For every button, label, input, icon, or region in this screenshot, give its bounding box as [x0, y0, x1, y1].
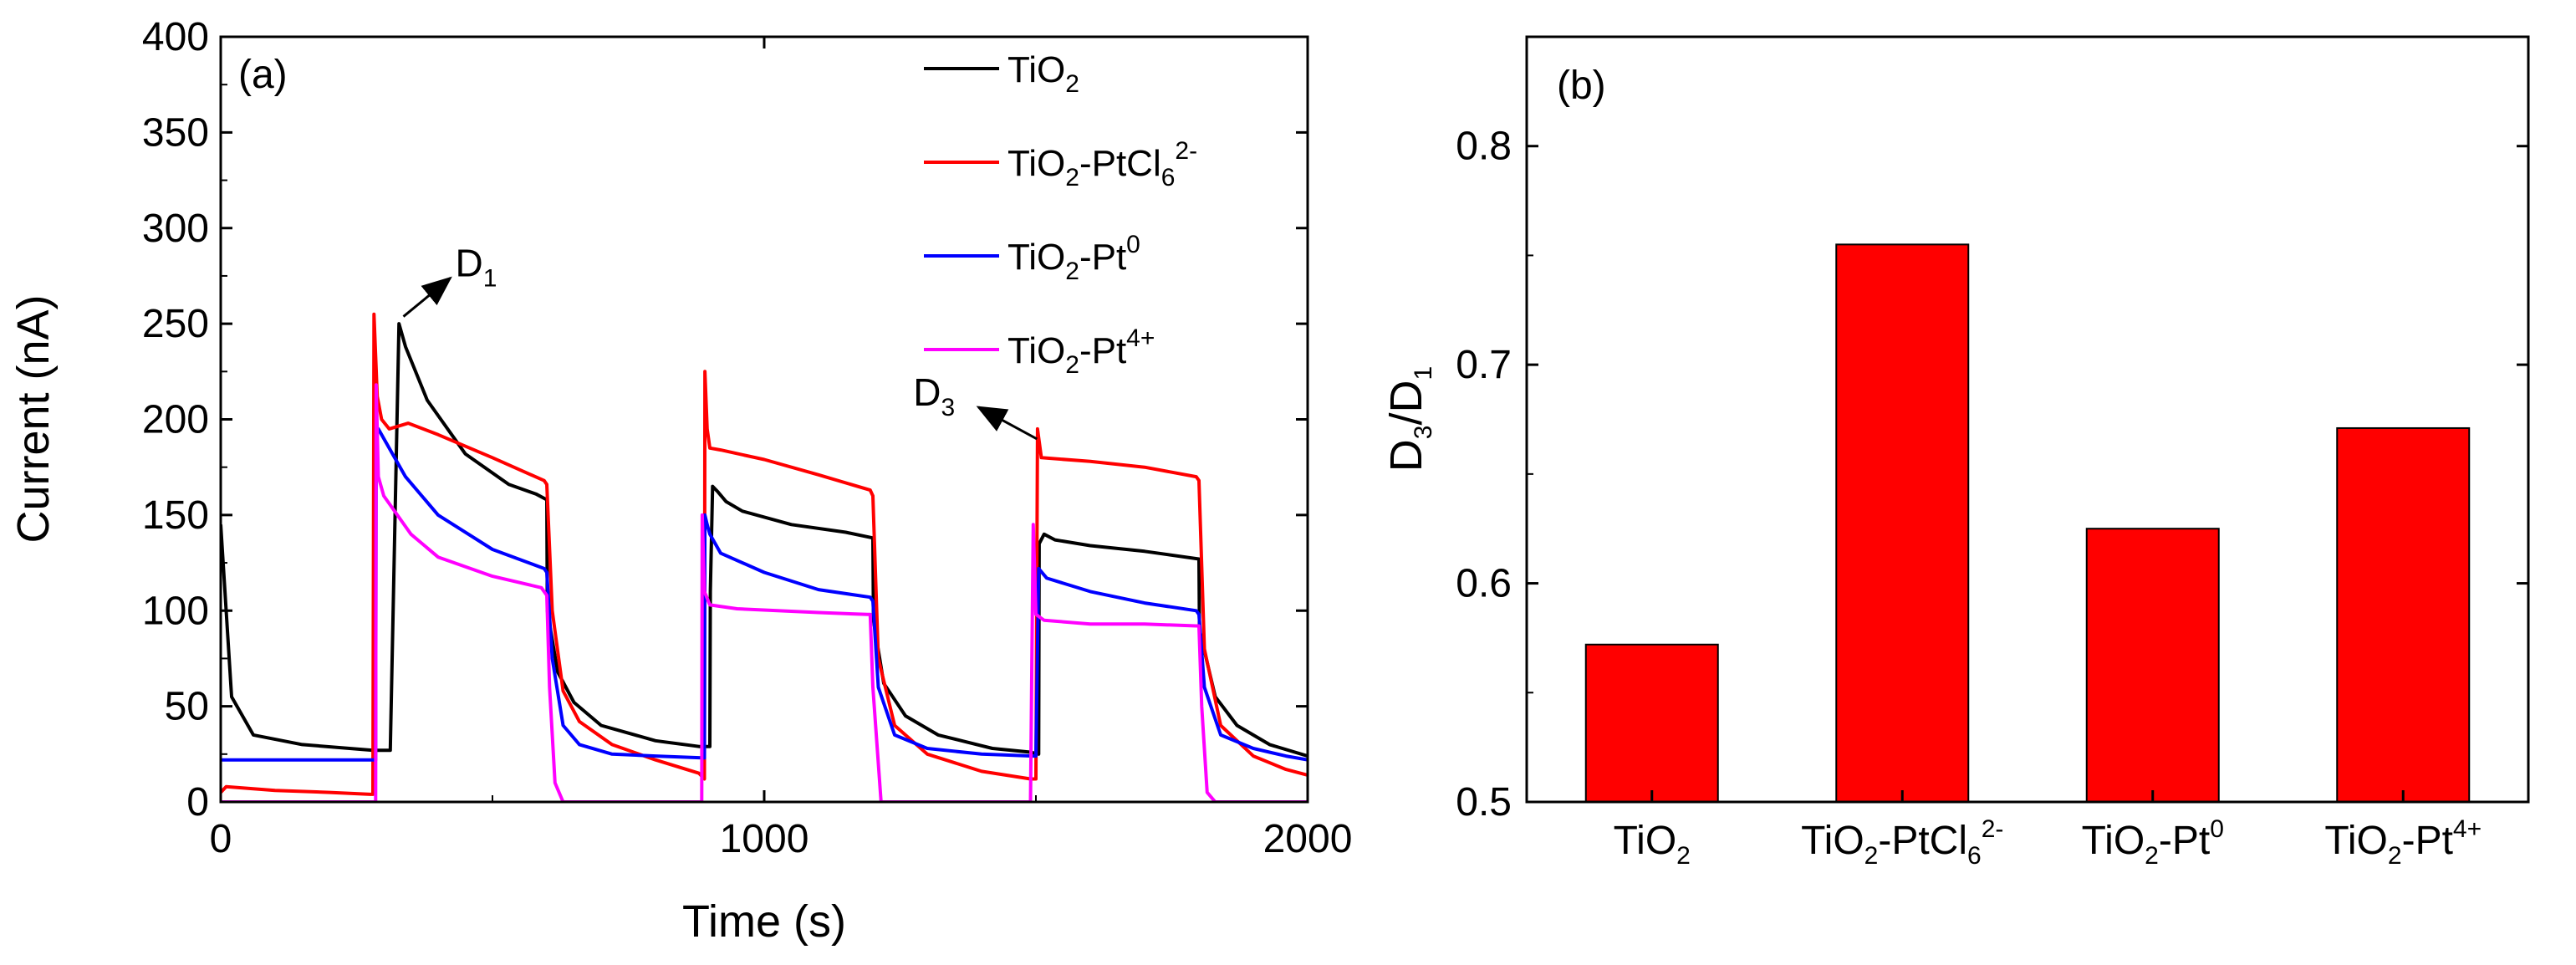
ylabel-main: D	[1381, 439, 1431, 472]
label-main: TiO	[1007, 49, 1065, 90]
annotation-d3: D3	[913, 370, 955, 421]
y-tick-label-a: 350	[142, 110, 209, 155]
label-sub: 2	[1065, 164, 1079, 191]
legend-label: TiO2-Pt4+	[1007, 324, 1155, 379]
series-line-4	[221, 383, 1308, 802]
plot-frame-b	[1525, 35, 2530, 804]
label-tail-sup: 4+	[2453, 815, 2482, 843]
label-tail: -Pt	[2402, 819, 2453, 863]
y-axis-title-a: Current (nA)	[8, 294, 59, 543]
x-tick-label-a: 1000	[720, 817, 809, 861]
bar-2	[1835, 243, 1970, 804]
label-main: TiO	[1007, 237, 1065, 278]
y-tick-label-a: 300	[142, 207, 209, 251]
panel-label-a: (a)	[238, 53, 288, 97]
label-tail: -Pt	[1079, 237, 1126, 278]
label-tail-sup: 0	[2210, 815, 2224, 843]
label-tail: -PtCl	[1878, 819, 1967, 863]
ylabel-sub2: 1	[1410, 366, 1437, 380]
category-labels-b: TiO2 TiO2-PtCl62- TiO2-Pt0 TiO2-Pt4+	[1614, 815, 2482, 870]
y-tick-label-b: 0.6	[1456, 562, 1512, 606]
label-tail-sup: 2-	[1175, 137, 1197, 165]
bar-1	[1584, 643, 1719, 803]
bar-4	[2336, 426, 2471, 803]
label-tail: -Pt	[2159, 819, 2210, 863]
label-tail-sup: 4+	[1126, 324, 1155, 352]
y-tick-label-b: 0.8	[1456, 125, 1512, 169]
series-line-1	[221, 322, 1308, 758]
category-label: TiO2-Pt4+	[2324, 815, 2482, 870]
label-sub: 2	[1065, 351, 1079, 379]
legend-label: TiO2	[1007, 49, 1079, 98]
y-tick-label-a: 50	[165, 685, 209, 729]
y-tick-label-a: 150	[142, 493, 209, 538]
category-label: TiO2-Pt0	[2082, 815, 2224, 870]
label-main: D	[456, 242, 483, 285]
label-tail-sub: 6	[1161, 164, 1176, 191]
label-sub: 2	[1676, 842, 1691, 870]
annotation-arrow-d1	[402, 276, 452, 318]
label-sub: 3	[941, 394, 955, 421]
annotation-arrow-d3	[976, 406, 1038, 441]
y-tick-label-b: 0.5	[1456, 780, 1512, 825]
label-sub: 2	[1065, 258, 1079, 285]
ylabel-mid: /D	[1381, 380, 1431, 426]
y-tick-label-a: 400	[142, 15, 209, 59]
label-main: TiO	[1007, 330, 1065, 371]
label-tail: -PtCl	[1079, 143, 1161, 184]
category-label: TiO2-PtCl62-	[1801, 815, 2003, 870]
axis-ticks-a: 0 50 100 150 200 250 300 350 400 0 1000 2000	[142, 15, 1352, 861]
axis-ticks-b: 0.5 0.6 0.7 0.8	[1456, 125, 2528, 825]
bars-group	[1584, 243, 2471, 804]
label-sub: 2	[2388, 842, 2402, 870]
label-tail-sub: 6	[1967, 842, 1982, 870]
y-axis-title-b-text: D3/D1	[1381, 366, 1437, 472]
label-sub: 2	[1864, 842, 1879, 870]
y-tick-label-a: 100	[142, 589, 209, 633]
label-main: TiO	[1007, 143, 1065, 184]
label-sub: 2	[1065, 70, 1079, 98]
panel-b-bar-chart: 0.50.60.70.8 (b) D3/D1 TiO2 TiO2-PtCl62- T…	[1381, 35, 2530, 870]
label-tail-sup: 0	[1126, 231, 1140, 258]
label-main: TiO	[2324, 819, 2388, 863]
y-tick-label-a: 250	[142, 302, 209, 346]
series-line-2	[221, 312, 1308, 796]
legend-label: TiO2-PtCl62-	[1007, 137, 1197, 191]
panel-label-b: (b)	[1557, 64, 1606, 108]
y-tick-label-b: 0.7	[1456, 343, 1512, 387]
label-main: TiO	[1801, 819, 1864, 863]
label-sub: 1	[483, 265, 497, 293]
x-tick-label-a: 0	[210, 817, 232, 861]
x-axis-title-a: Time (s)	[682, 896, 846, 947]
y-tick-label-a: 0	[186, 780, 209, 825]
bar-3	[2085, 528, 2220, 803]
panel-a-line-chart: 0 50 100 150 200 250 300 350 400 0 1000 2000 (a) Ti…	[8, 15, 1352, 947]
category-label: TiO2	[1614, 819, 1691, 870]
y-tick-label-a: 200	[142, 398, 209, 442]
annotation-d1: D1	[456, 242, 497, 293]
series-group	[221, 312, 1308, 802]
label-tail: -Pt	[1079, 330, 1126, 371]
label-main: TiO	[2082, 819, 2145, 863]
label-tail-sup: 2-	[1982, 815, 2004, 843]
label-main: TiO	[1614, 819, 1677, 863]
y-axis-title-b: D3/D1	[1381, 366, 1437, 472]
x-tick-label-a: 2000	[1263, 817, 1353, 861]
label-main: D	[913, 370, 941, 414]
series-line-3	[221, 425, 1308, 762]
ylabel-sub1: 3	[1410, 426, 1437, 440]
label-sub: 2	[2145, 842, 2159, 870]
legend-label: TiO2-Pt0	[1007, 231, 1140, 285]
